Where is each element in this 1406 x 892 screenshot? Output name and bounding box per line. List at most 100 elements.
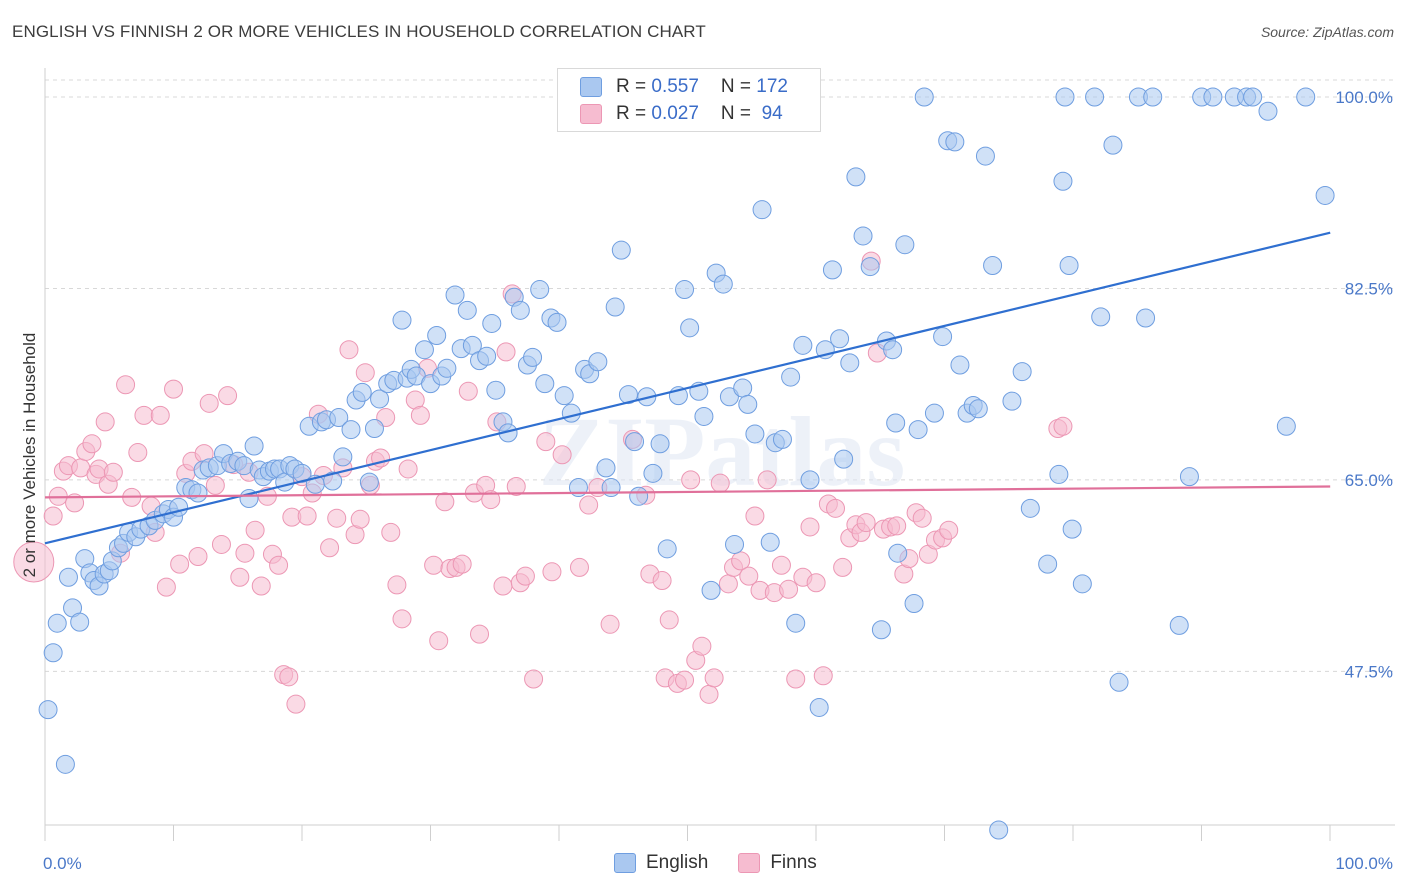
english-point-171: [1143, 87, 1163, 107]
english-point-126: [809, 697, 829, 717]
english-point-51: [329, 408, 349, 428]
english-point-84: [530, 280, 550, 300]
english-point-159: [1049, 464, 1069, 484]
finns-point-74: [452, 554, 472, 574]
english-point-143: [914, 87, 934, 107]
finns-point-41: [269, 555, 289, 575]
y-axis-label: 2 or more Vehicles in Household: [20, 333, 39, 578]
finns-point-21: [150, 405, 170, 425]
finns-point-100: [659, 610, 679, 630]
english-point-141: [904, 594, 924, 614]
finns-point-64: [392, 609, 412, 629]
legend-item-english[interactable]: English: [614, 852, 708, 874]
english-point-4: [58, 567, 78, 587]
finns-point-143: [939, 520, 959, 540]
trend-lines: [44, 231, 1331, 545]
y-tick-label-2: 82.5%: [1345, 279, 1393, 298]
english-point-3: [55, 754, 75, 774]
english-point-110: [701, 580, 721, 600]
english-point-134: [860, 257, 880, 277]
english-point-178: [1243, 87, 1263, 107]
finns-point-113: [745, 506, 765, 526]
english-n-value: 172: [756, 76, 788, 97]
english-point-118: [752, 200, 772, 220]
finns-point-88: [536, 432, 556, 452]
finns-point-13: [103, 462, 123, 482]
stats-legend: R = 0.557 N = 172 R = 0.027 N = 94: [557, 68, 821, 132]
english-point-94: [596, 458, 616, 478]
english-point-112: [713, 274, 733, 294]
english-point-87: [547, 312, 567, 332]
english-point-124: [793, 335, 813, 355]
english-point-172: [1169, 615, 1189, 635]
finns-point-103: [681, 470, 701, 490]
english-point-0: [38, 700, 58, 720]
english-point-98: [618, 385, 638, 405]
y-tick-label-0: 47.5%: [1345, 662, 1393, 681]
english-point-27: [188, 483, 208, 503]
tick-labels: 47.5% 65.0% 82.5% 100.0% 0.0% 100.0%: [43, 88, 1393, 873]
finns-point-22: [156, 577, 176, 597]
english-point-147: [945, 132, 965, 152]
english-series: [38, 87, 1335, 840]
finns-point-8: [82, 434, 102, 454]
finns-point-11: [95, 412, 115, 432]
finns-point-91: [569, 557, 589, 577]
finns-point-56: [350, 509, 370, 529]
finns-point-75: [458, 381, 478, 401]
finns-point-32: [218, 386, 238, 406]
finns-point-89: [542, 562, 562, 582]
english-point-102: [643, 463, 663, 483]
finns-point-62: [381, 522, 401, 542]
finns-point-0: [13, 541, 55, 583]
english-point-81: [510, 300, 530, 320]
x-tick-label-1: 100.0%: [1335, 854, 1393, 873]
finns-point-81: [493, 576, 513, 596]
english-point-162: [1059, 255, 1079, 275]
english-point-116: [738, 394, 758, 414]
english-point-76: [482, 313, 502, 333]
finns-point-47: [297, 506, 317, 526]
series-legend: English Finns: [614, 852, 847, 874]
english-trend-line: [44, 231, 1331, 545]
english-point-109: [694, 406, 714, 426]
finns-point-45: [286, 694, 306, 714]
english-point-181: [1296, 87, 1316, 107]
finns-point-118: [779, 579, 799, 599]
english-point-77: [486, 380, 506, 400]
finns-legend-swatch: [738, 853, 761, 873]
english-point-137: [883, 340, 903, 360]
english-point-89: [561, 403, 581, 423]
finns-trend-line: [44, 485, 1331, 499]
english-point-135: [871, 620, 891, 640]
finns-point-123: [813, 666, 833, 686]
finns-point-35: [235, 543, 255, 563]
english-point-113: [719, 387, 739, 407]
finns-point-139: [912, 508, 932, 528]
finns-point-29: [199, 393, 219, 413]
finns-point-30: [205, 475, 225, 495]
english-point-2: [47, 613, 67, 633]
english-point-166: [1091, 307, 1111, 327]
english-n-label: N =: [720, 76, 757, 97]
finns-point-71: [435, 492, 455, 512]
english-point-168: [1109, 672, 1129, 692]
english-point-83: [523, 347, 543, 367]
english-legend-label: English: [646, 852, 709, 873]
finns-point-18: [134, 405, 154, 425]
english-point-99: [625, 432, 645, 452]
english-point-130: [834, 449, 854, 469]
legend-row-finns: R = 0.027 N = 94: [580, 102, 783, 126]
english-point-67: [427, 325, 447, 345]
english-point-145: [933, 327, 953, 347]
english-point-167: [1103, 135, 1123, 155]
legend-item-finns[interactable]: Finns: [738, 852, 817, 874]
english-r-value: 0.557: [651, 76, 699, 97]
english-point-132: [846, 167, 866, 187]
english-point-123: [786, 613, 806, 633]
english-point-61: [392, 310, 412, 330]
finns-point-98: [652, 571, 672, 591]
english-point-55: [352, 382, 372, 402]
finns-point-63: [387, 575, 407, 595]
